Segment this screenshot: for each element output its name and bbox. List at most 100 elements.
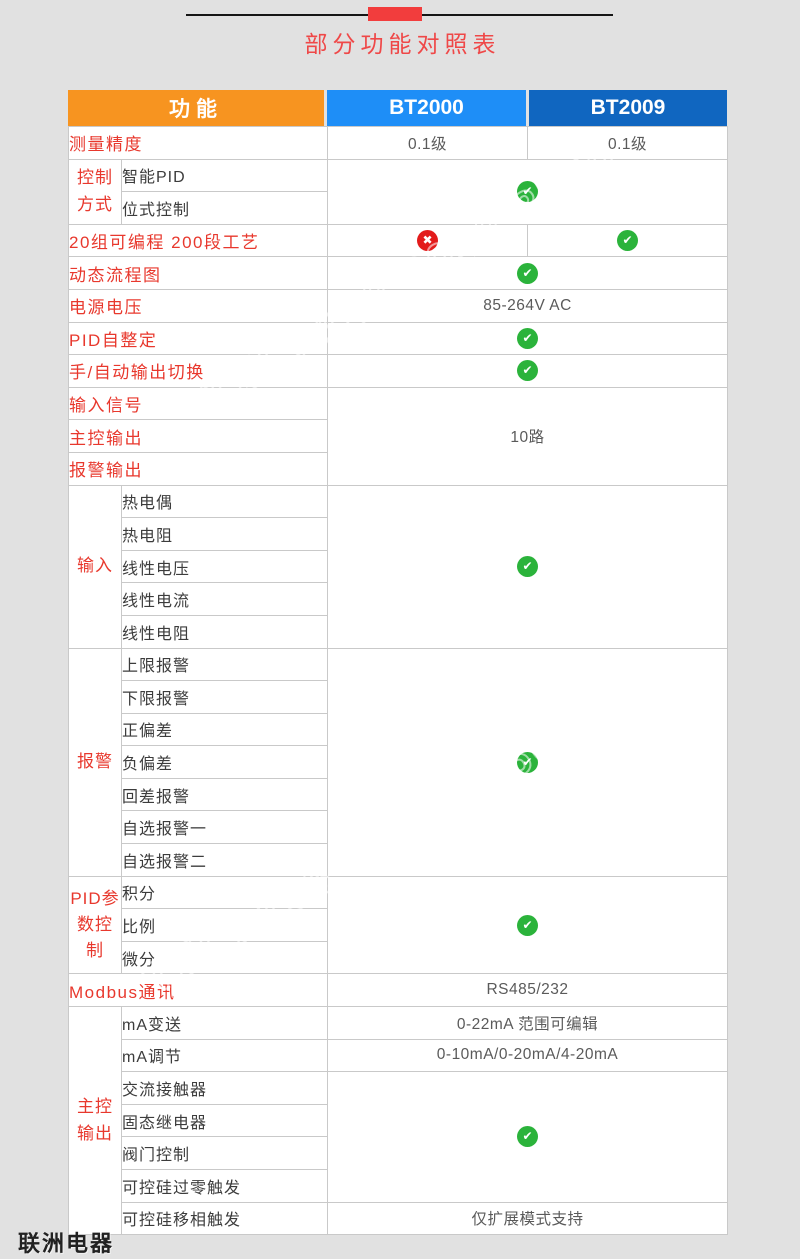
group-label-input: 输入 [68, 484, 122, 649]
table-row: 下限报警 [69, 680, 728, 714]
cross-icon: ✖ [417, 230, 438, 252]
sub-label: 固态继电器 [121, 1103, 328, 1138]
table-row: 线性电阻 [69, 614, 728, 649]
check-icon: ✔ [517, 914, 538, 936]
row-label-flow-chart: 动态流程图 [68, 256, 328, 290]
group-label-main-output: 主控输出 [68, 1006, 122, 1236]
row-label-program: 20组可编程 200段工艺 [68, 223, 328, 258]
sub-label: 位式控制 [121, 191, 328, 225]
value-phase-shift: 仅扩展模式支持 [327, 1201, 728, 1236]
table-row: 可控硅过零触发 [69, 1169, 728, 1203]
sub-label: mA变送 [121, 1006, 328, 1040]
check-icon: ✔ [517, 181, 538, 203]
cell-check: ✔ [327, 1071, 728, 1203]
table-row: 线性电流 [69, 582, 728, 616]
table-row: mA调节 0-10mA/0-20mA/4-20mA [69, 1038, 728, 1073]
table-row: 比例 [69, 908, 728, 942]
table-row: 报警 上限报警 ✔ [68, 647, 728, 877]
group-label-control-mode: 控制方式 [68, 158, 122, 225]
table-row: 输入信号 10路 [68, 386, 728, 486]
cell-check: ✔ [327, 354, 728, 388]
sub-label: 正偏差 [121, 712, 328, 747]
value-bt2000: 0.1级 [327, 126, 528, 160]
table-row: 阀门控制 [69, 1136, 728, 1170]
table-row: 微分 [69, 940, 728, 975]
check-icon: ✔ [517, 360, 538, 382]
brand-watermark: 联洲电器 [18, 1231, 115, 1256]
value-signals: 10路 [327, 386, 728, 486]
row-label-input-signal: 输入信号 [68, 386, 328, 421]
sub-label: 自选报警一 [121, 810, 328, 845]
value-modbus: RS485/232 [327, 973, 728, 1008]
table-row: PID参数控制 积分 ✔ [68, 875, 728, 975]
cell-check: ✔ [327, 647, 728, 877]
header-feature: 功能 [68, 90, 324, 126]
sub-label: 负偏差 [121, 745, 328, 779]
sub-label: 线性电压 [121, 549, 328, 584]
row-label-alarm-output: 报警输出 [68, 451, 328, 486]
table-row: 线性电压 [69, 549, 728, 584]
table-row: 回差报警 [69, 777, 728, 812]
group-label-alarm: 报警 [68, 647, 122, 877]
sub-label: 智能PID [121, 158, 328, 193]
table-row: 固态继电器 [69, 1103, 728, 1138]
group-label-pid-params: PID参数控制 [68, 875, 122, 975]
cell-check-bt2009: ✔ [527, 223, 728, 258]
header-bt2000: BT2000 [327, 90, 526, 126]
sub-label: 可控硅移相触发 [121, 1201, 328, 1236]
table-row: 20组可编程 200段工艺 ✖ ✔ [68, 223, 728, 258]
sub-label: 阀门控制 [121, 1136, 328, 1170]
table-row: 负偏差 [69, 745, 728, 779]
check-icon: ✔ [517, 327, 538, 349]
cell-check: ✔ [327, 484, 728, 649]
comparison-table: 测量精度 0.1级 0.1级 控制方式 智能PID ✔ 位式控制 20组可编程 … [68, 126, 728, 1236]
check-icon: ✔ [617, 230, 638, 252]
row-label-modbus: Modbus通讯 [68, 973, 328, 1008]
table-row: 热电阻 [69, 517, 728, 551]
cell-cross-bt2000: ✖ [327, 223, 528, 258]
table-row: 交流接触器 ✔ [69, 1071, 728, 1203]
table-row: 自选报警二 [69, 843, 728, 877]
sub-label: 积分 [121, 875, 328, 910]
table-row: 手/自动输出切换 ✔ [68, 354, 728, 388]
sub-label: 热电偶 [121, 484, 328, 519]
cell-check: ✔ [327, 875, 728, 975]
sub-label: 线性电流 [121, 582, 328, 616]
table-row: 正偏差 [69, 712, 728, 747]
table-row: 电源电压 85-264V AC [68, 288, 728, 323]
table-row: 动态流程图 ✔ [68, 256, 728, 290]
sub-label: 线性电阻 [121, 614, 328, 649]
check-icon: ✔ [517, 751, 538, 773]
sub-label: 微分 [121, 940, 328, 975]
check-icon: ✔ [517, 556, 538, 578]
header-bt2009: BT2009 [529, 90, 727, 126]
table-row: 可控硅移相触发 仅扩展模式支持 [69, 1201, 728, 1236]
row-label-main-output: 主控输出 [68, 419, 328, 453]
sub-label: mA调节 [121, 1038, 328, 1073]
sub-label: 热电阻 [121, 517, 328, 551]
cell-check: ✔ [327, 256, 728, 290]
row-label-accuracy: 测量精度 [68, 126, 328, 160]
value-ma-adjust: 0-10mA/0-20mA/4-20mA [327, 1038, 728, 1073]
comparison-table-header: 功能 BT2000 BT2009 [68, 90, 727, 126]
page-title: 部分功能对照表 [304, 31, 501, 57]
cell-check: ✔ [327, 321, 728, 356]
sub-label: 可控硅过零触发 [121, 1169, 328, 1203]
value-ma-transmit: 0-22mA 范围可编辑 [327, 1006, 728, 1040]
table-row: 控制方式 智能PID ✔ [68, 158, 728, 225]
value-power: 85-264V AC [327, 288, 728, 323]
table-row: 测量精度 0.1级 0.1级 [68, 126, 728, 160]
sub-label: 上限报警 [121, 647, 328, 682]
table-row: 主控输出 [68, 419, 728, 453]
cell-check: ✔ [327, 158, 728, 225]
sub-label: 下限报警 [121, 680, 328, 714]
check-icon: ✔ [517, 262, 538, 284]
sub-label: 自选报警二 [121, 843, 328, 877]
sub-label: 比例 [121, 908, 328, 942]
table-row: 报警输出 [68, 451, 728, 486]
table-row: Modbus通讯 RS485/232 [68, 973, 728, 1008]
value-bt2009: 0.1级 [527, 126, 728, 160]
table-row: 位式控制 [69, 191, 728, 225]
row-label-power: 电源电压 [68, 288, 328, 323]
sub-label: 交流接触器 [121, 1071, 328, 1105]
